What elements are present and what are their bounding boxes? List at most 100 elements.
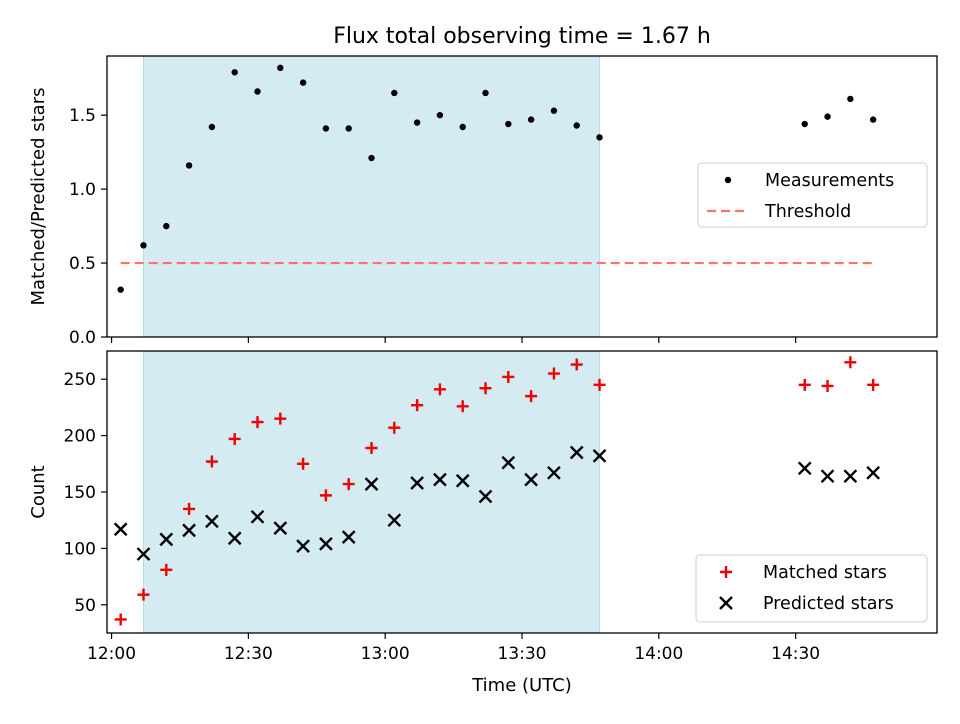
legend: Matched stars Predicted stars xyxy=(695,554,928,623)
y-tick-label: 250 xyxy=(64,370,96,390)
data-point xyxy=(455,473,470,488)
data-point xyxy=(436,111,444,119)
y-tick-label: 150 xyxy=(64,483,96,503)
data-point xyxy=(525,390,538,403)
data-point xyxy=(867,378,880,391)
data-point xyxy=(478,489,493,504)
series-predicted-stars xyxy=(113,445,881,561)
panel-bottom: 12:00 12:30 13:00 13:30 14:00 14:30 50 100 150 20… xyxy=(28,350,938,664)
data-point xyxy=(231,69,238,76)
data-point xyxy=(479,382,492,395)
data-point xyxy=(159,532,174,547)
x-tick-label: 12:00 xyxy=(87,644,136,664)
data-point xyxy=(824,113,831,120)
data-point xyxy=(250,509,265,524)
observing-interval-band xyxy=(142,350,601,634)
y-tick-label: 0.5 xyxy=(69,254,96,274)
data-point xyxy=(593,378,606,391)
data-point xyxy=(183,502,196,515)
y-axis-label: Count xyxy=(28,465,49,518)
x-tick-label: 13:30 xyxy=(498,644,547,664)
x-tick-label: 12:30 xyxy=(224,644,273,664)
legend-label: Measurements xyxy=(765,171,894,191)
legend-label: Predicted stars xyxy=(763,594,894,614)
data-point xyxy=(433,472,447,487)
data-point xyxy=(117,286,124,293)
y-tick-label: 1.0 xyxy=(69,180,96,200)
data-point xyxy=(550,107,558,114)
data-point xyxy=(297,457,310,470)
data-point xyxy=(411,399,424,412)
data-point xyxy=(821,379,834,392)
data-point xyxy=(866,465,881,480)
legend-marker xyxy=(720,566,732,578)
data-point xyxy=(345,125,352,132)
data-point xyxy=(364,477,379,491)
data-point xyxy=(413,119,421,126)
data-point xyxy=(136,547,151,561)
data-point xyxy=(391,89,398,97)
data-point xyxy=(524,472,538,487)
x-tick-label: 14:00 xyxy=(634,644,683,664)
data-point xyxy=(185,162,193,169)
data-point xyxy=(847,95,854,103)
figure-title: Flux total observing time = 1.67 h xyxy=(333,24,711,49)
data-point xyxy=(798,378,811,391)
x-tick-label: 14:30 xyxy=(771,644,820,664)
data-point xyxy=(433,383,446,396)
data-point xyxy=(869,116,877,123)
data-point xyxy=(570,358,583,371)
data-point xyxy=(319,537,333,551)
data-point xyxy=(844,356,857,369)
data-point xyxy=(368,154,375,162)
legend-marker xyxy=(724,176,732,184)
data-point xyxy=(205,514,219,529)
data-point xyxy=(273,521,288,535)
data-point xyxy=(342,478,355,491)
data-point xyxy=(801,120,808,128)
y-axis-label: Matched/Predicted stars xyxy=(28,88,49,306)
x-tick-label: 13:00 xyxy=(361,644,410,664)
data-point xyxy=(163,222,170,230)
data-point xyxy=(547,367,560,380)
data-point xyxy=(547,465,561,480)
observing-interval-band xyxy=(142,55,601,338)
data-point xyxy=(797,461,812,476)
data-point xyxy=(296,539,310,553)
data-point xyxy=(160,563,173,576)
data-point xyxy=(456,400,469,413)
x-axis-label: Time (UTC) xyxy=(471,675,572,696)
data-point xyxy=(482,89,489,97)
data-point xyxy=(254,88,261,95)
data-point xyxy=(319,489,332,502)
data-point xyxy=(365,442,378,455)
data-point xyxy=(387,513,402,528)
data-point xyxy=(140,242,147,249)
data-point xyxy=(322,125,330,132)
data-point xyxy=(505,120,512,128)
data-point xyxy=(341,530,356,544)
data-point xyxy=(205,455,218,468)
y-tick-label: 1.5 xyxy=(69,106,96,126)
panels: 0.0 0.5 1.0 1.5 Matched/Predicted stars Measu… xyxy=(28,55,938,664)
legend: Measurements Threshold xyxy=(697,162,928,228)
data-point xyxy=(208,123,216,131)
panel-top: 0.0 0.5 1.0 1.5 Matched/Predicted stars Measu… xyxy=(28,55,938,348)
axes-frame xyxy=(106,55,938,338)
data-point xyxy=(299,79,307,86)
axes-frame xyxy=(106,350,938,634)
data-point xyxy=(113,522,128,537)
data-point xyxy=(114,613,127,626)
data-point xyxy=(502,370,515,383)
data-point xyxy=(274,412,287,425)
data-point xyxy=(227,531,242,546)
series-measurements xyxy=(117,64,877,293)
data-point xyxy=(569,445,584,460)
legend-label: Matched stars xyxy=(763,563,887,583)
data-point xyxy=(137,588,150,601)
data-point xyxy=(251,416,264,429)
data-point xyxy=(410,476,424,490)
legend-frame xyxy=(695,554,928,623)
data-point xyxy=(501,455,516,470)
